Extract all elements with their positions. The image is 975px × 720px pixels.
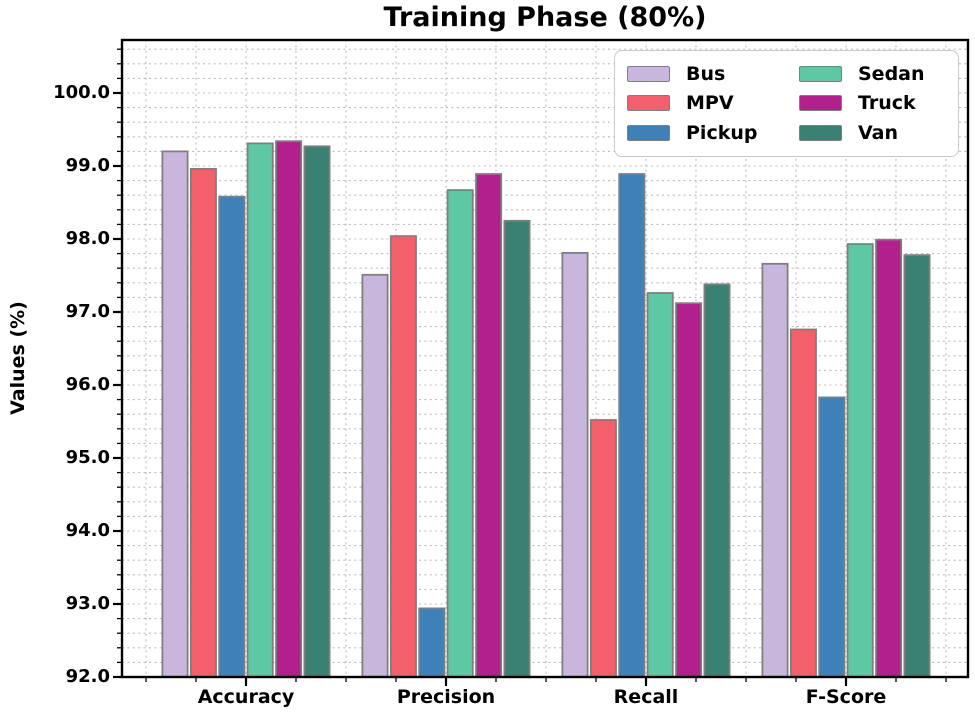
legend-label-mpv: MPV bbox=[686, 92, 734, 115]
legend-swatch-sedan bbox=[799, 65, 842, 82]
y-tick-label: 100.0 bbox=[53, 82, 110, 103]
legend-label-truck: Truck bbox=[858, 92, 916, 115]
legend-label-pickup: Pickup bbox=[686, 122, 758, 145]
y-axis-label: Values (%) bbox=[7, 301, 29, 415]
y-tick-label: 92.0 bbox=[65, 666, 110, 687]
legend-swatch-mpv bbox=[627, 95, 670, 112]
y-tick-label: 96.0 bbox=[65, 374, 110, 395]
y-tick-label: 97.0 bbox=[65, 301, 110, 322]
legend-item-mpv: MPV bbox=[627, 92, 799, 114]
x-tick-label: Accuracy bbox=[197, 686, 295, 708]
legend-item-bus: Bus bbox=[627, 63, 799, 85]
legend-item-truck: Truck bbox=[799, 92, 952, 114]
legend-item-pickup: Pickup bbox=[627, 122, 799, 144]
plot-area bbox=[113, 38, 970, 686]
legend-swatch-truck bbox=[799, 95, 842, 112]
legend-swatch-bus bbox=[627, 65, 670, 82]
y-tick-label: 93.0 bbox=[65, 593, 110, 614]
x-tick-label: Precision bbox=[396, 686, 496, 708]
y-tick-label: 98.0 bbox=[65, 228, 110, 249]
y-tick-label: 95.0 bbox=[65, 447, 110, 468]
x-tick-label: Recall bbox=[613, 686, 679, 708]
legend: Bus MPV Pickup Sedan Truck Van bbox=[614, 50, 959, 157]
legend-label-bus: Bus bbox=[686, 62, 726, 85]
y-tick-label: 94.0 bbox=[65, 520, 110, 541]
legend-item-sedan: Sedan bbox=[799, 63, 952, 85]
legend-swatch-pickup bbox=[627, 125, 670, 142]
x-tick-label: F-Score bbox=[805, 686, 887, 708]
legend-swatch-van bbox=[799, 125, 842, 142]
legend-item-van: Van bbox=[799, 122, 952, 144]
y-tick-label: 99.0 bbox=[65, 155, 110, 176]
legend-label-sedan: Sedan bbox=[858, 62, 925, 85]
legend-label-van: Van bbox=[858, 122, 899, 145]
chart-title: Training Phase (80%) bbox=[383, 2, 707, 33]
chart-canvas bbox=[113, 38, 970, 686]
